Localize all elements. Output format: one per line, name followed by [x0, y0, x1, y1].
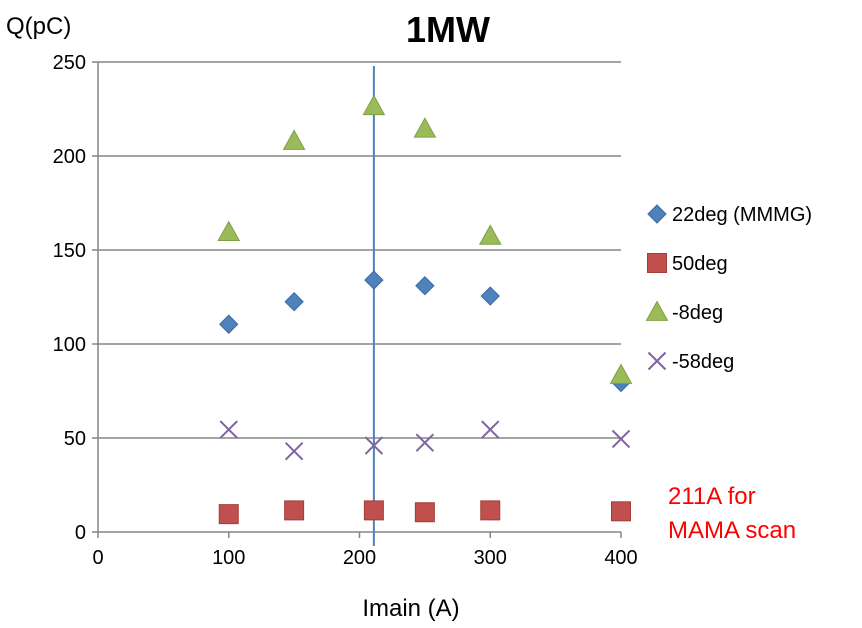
- legend-marker-3: [647, 351, 667, 371]
- series-3: [219, 420, 631, 461]
- data-point-1-5: [611, 501, 631, 522]
- data-point-0-4: [480, 286, 500, 306]
- data-point-1-1: [284, 500, 305, 521]
- grid-layer: [98, 61, 621, 439]
- legend-label-1: 50deg: [672, 253, 728, 275]
- legend-marker-0: [647, 204, 667, 224]
- legend-item-1: 50deg: [647, 253, 728, 275]
- data-point-3-5: [611, 429, 631, 449]
- data-point-0-0: [219, 314, 239, 334]
- series-2: [217, 94, 633, 384]
- data-point-0-2: [364, 270, 384, 290]
- legend-item-0: 22deg (MMMG): [647, 204, 812, 226]
- series-0: [219, 270, 631, 393]
- data-point-2-0: [217, 220, 241, 242]
- legend-marker-2: [645, 300, 669, 321]
- legend-label-0: 22deg (MMMG): [672, 204, 812, 226]
- annotation-line-2: MAMA scan: [668, 517, 796, 544]
- x-axis-title: Imain (A): [362, 595, 459, 622]
- legend-marker-1: [647, 253, 667, 273]
- y-tick-label: 0: [75, 522, 86, 544]
- data-point-0-3: [415, 276, 435, 296]
- data-point-2-2: [362, 94, 386, 116]
- x-tick-label: 0: [92, 547, 103, 569]
- data-point-3-3: [415, 433, 435, 452]
- data-points: [217, 94, 633, 525]
- chart-title: 1MW: [406, 9, 490, 50]
- data-point-2-3: [413, 117, 437, 138]
- legend-item-2: -8deg: [645, 300, 723, 324]
- data-point-3-4: [481, 420, 500, 439]
- y-tick-label: 200: [53, 146, 86, 168]
- legend-label-2: -8deg: [672, 302, 723, 324]
- y-tick-label: 150: [53, 240, 86, 262]
- data-point-0-1: [284, 291, 304, 312]
- data-point-1-3: [414, 502, 435, 523]
- series-1: [218, 500, 631, 525]
- tick-labels: 0 50 100 150 200 250 0 100 200 300 400: [53, 52, 638, 569]
- data-point-2-1: [282, 129, 306, 150]
- annotation-line-1: 211A for: [668, 483, 756, 510]
- y-tick-label: 250: [53, 52, 86, 74]
- legend-label-3: -58deg: [672, 351, 734, 373]
- data-point-3-2: [364, 436, 384, 455]
- legend-item-3: -58deg: [647, 351, 734, 373]
- data-point-2-5: [609, 363, 633, 384]
- legend: 22deg (MMMG) 50deg -8deg -58deg: [645, 204, 812, 373]
- data-point-2-4: [478, 224, 502, 245]
- y-axis-title: Q(pC): [6, 13, 71, 40]
- data-point-1-0: [218, 504, 239, 525]
- x-tick-label: 200: [343, 547, 376, 569]
- x-tick-label: 400: [604, 547, 637, 569]
- x-tick-label: 300: [474, 547, 507, 569]
- y-tick-label: 100: [53, 334, 86, 356]
- data-point-1-2: [363, 500, 384, 521]
- data-point-3-0: [219, 420, 238, 439]
- axis-layer: [92, 61, 622, 538]
- y-tick-label: 50: [64, 428, 86, 450]
- x-tick-label: 100: [212, 547, 245, 569]
- data-point-3-1: [284, 441, 304, 461]
- data-point-1-4: [480, 500, 501, 521]
